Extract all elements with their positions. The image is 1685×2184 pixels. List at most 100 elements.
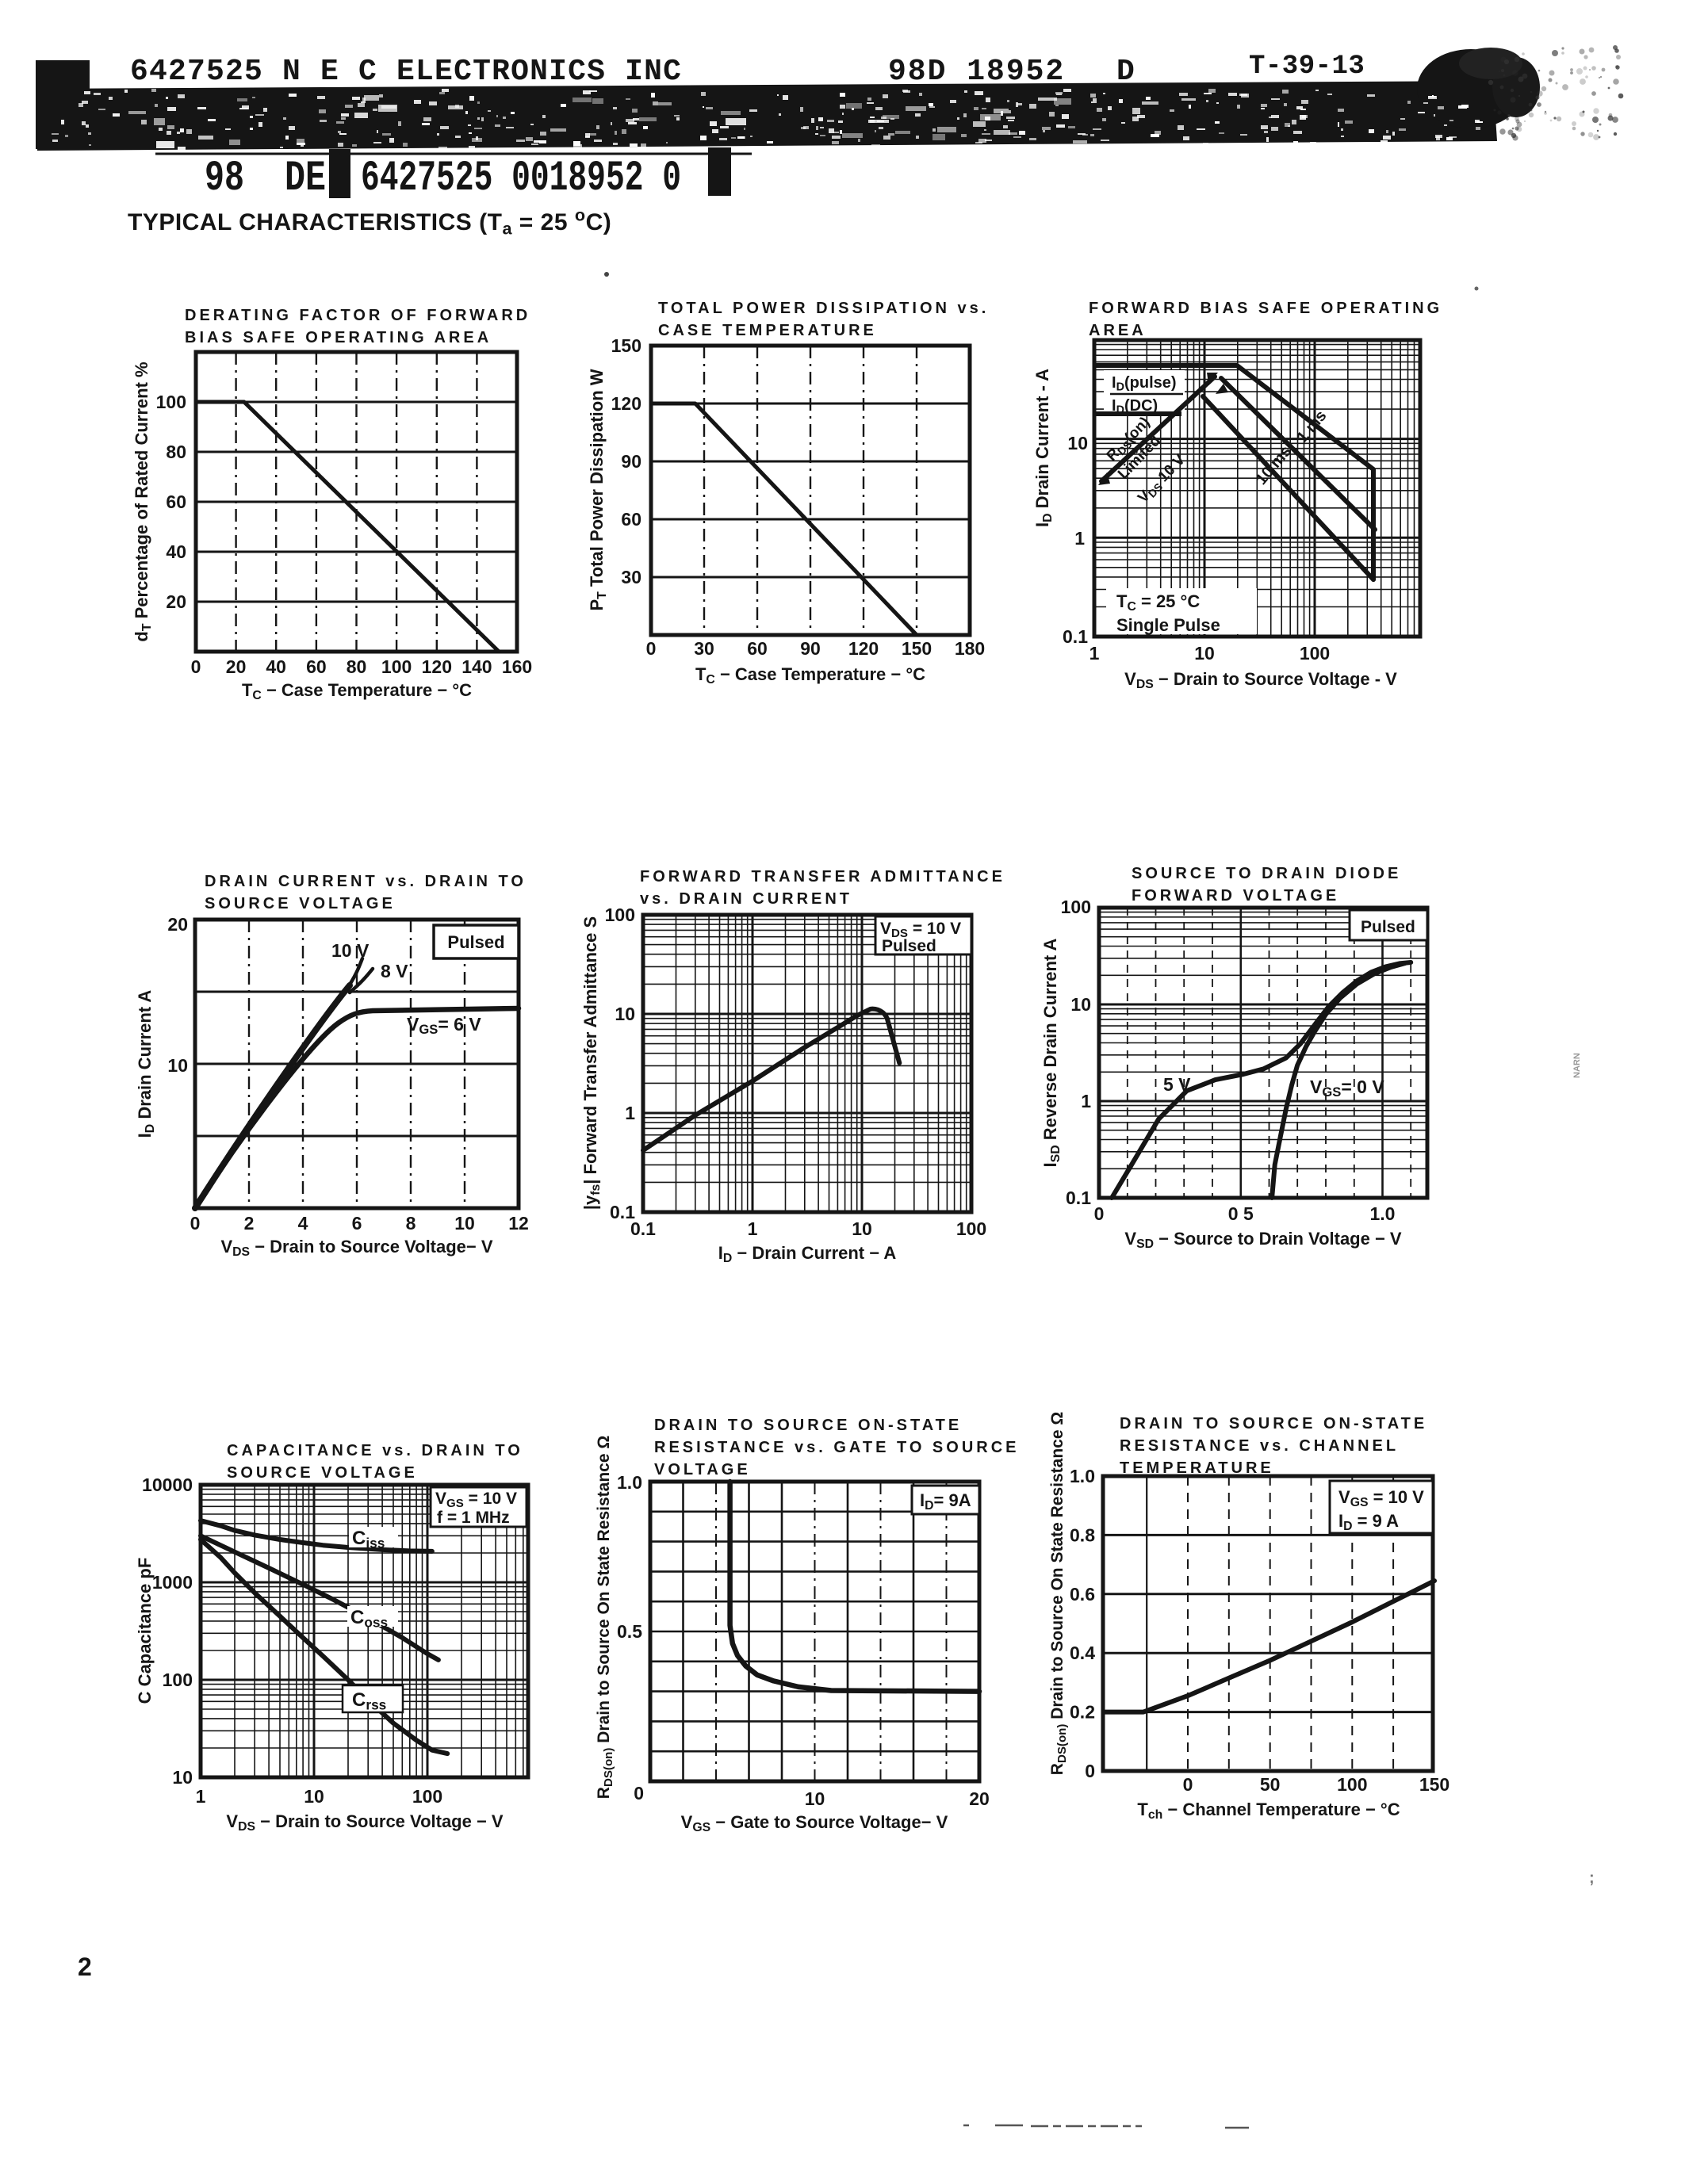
svg-text:RESISTANCE vs. GATE TO SOURCE: RESISTANCE vs. GATE TO SOURCE (654, 1439, 1020, 1456)
svg-text:100: 100 (381, 656, 412, 677)
svg-text:VGS = 10 V: VGS = 10 V (1338, 1487, 1424, 1509)
svg-text:10000: 10000 (142, 1474, 193, 1495)
svg-text:1: 1 (196, 1786, 206, 1807)
svg-text:10 V: 10 V (331, 940, 370, 961)
svg-text:DRAIN TO SOURCE ON-STATE: DRAIN TO SOURCE ON-STATE (1120, 1415, 1427, 1432)
svg-text:RESISTANCE vs. CHANNEL: RESISTANCE vs. CHANNEL (1120, 1437, 1399, 1455)
svg-text:SOURCE VOLTAGE: SOURCE VOLTAGE (205, 895, 396, 912)
svg-text:DE: DE (285, 155, 326, 203)
svg-text:1: 1 (1081, 1091, 1091, 1111)
svg-text:10: 10 (615, 1004, 635, 1024)
svg-text:VGS − Gate to Source Voltage−: VGS − Gate to Source Voltage− V (681, 1812, 948, 1834)
svg-text:TEMPERATURE: TEMPERATURE (1120, 1459, 1274, 1477)
svg-text:Tch − Channel Temperature − °C: Tch − Channel Temperature − °C (1137, 1800, 1400, 1822)
svg-text:FORWARD TRANSFER ADMITTANCE: FORWARD TRANSFER ADMITTANCE (640, 868, 1005, 885)
svg-text:6: 6 (352, 1213, 362, 1234)
svg-text:C Capacitance pF: C Capacitance pF (135, 1558, 155, 1704)
svg-text:10: 10 (454, 1213, 475, 1234)
svg-text:100: 100 (412, 1786, 442, 1807)
svg-text:100: 100 (956, 1218, 986, 1239)
svg-text:6427525 N E C ELECTRONICS INC: 6427525 N E C ELECTRONICS INC (130, 55, 682, 89)
svg-text:Pulsed: Pulsed (1361, 918, 1415, 936)
svg-text:0: 0 (634, 1783, 644, 1803)
svg-text:0: 0 (191, 656, 201, 677)
svg-text:Pulsed: Pulsed (882, 937, 936, 955)
svg-text:90: 90 (800, 638, 821, 659)
svg-text:SOURCE VOLTAGE: SOURCE VOLTAGE (227, 1464, 418, 1482)
svg-text:10: 10 (1067, 433, 1088, 453)
svg-text:VSD − Source to Drain Voltage: VSD − Source to Drain Voltage − V (1124, 1229, 1402, 1251)
svg-text:0: 0 (1085, 1761, 1095, 1781)
svg-text:VGS= 0 V: VGS= 0 V (1310, 1077, 1384, 1100)
svg-text:1.0: 1.0 (1070, 1466, 1095, 1486)
svg-text:AREA: AREA (1089, 322, 1147, 339)
svg-text:VDS = 10 V: VDS = 10 V (880, 920, 961, 940)
svg-text:VGS= 6 V: VGS= 6 V (407, 1014, 481, 1037)
svg-text:50: 50 (1260, 1774, 1281, 1795)
svg-text:5 V: 5 V (1163, 1074, 1191, 1095)
svg-text:40: 40 (166, 541, 186, 562)
svg-text:0: 0 (646, 638, 657, 659)
svg-text:VDS − Drain to Source Voltage−: VDS − Drain to Source Voltage− V (220, 1237, 492, 1259)
svg-text:TOTAL POWER DISSIPATION vs.: TOTAL POWER DISSIPATION vs. (658, 300, 989, 317)
svg-text:120: 120 (422, 656, 452, 677)
svg-text:100: 100 (163, 1670, 193, 1690)
svg-text:100: 100 (156, 392, 186, 412)
svg-text:100: 100 (1337, 1774, 1367, 1795)
svg-text:ISD Reverse Drain Current: ISD Reverse Drain Current A (1040, 938, 1063, 1167)
svg-text:BIAS SAFE OPERATING AREA: BIAS SAFE OPERATING AREA (185, 329, 492, 346)
svg-text:Crss: Crss (352, 1689, 386, 1712)
svg-text:TC − Case Temperature − °C: TC − Case Temperature − °C (695, 664, 925, 687)
svg-text:8: 8 (406, 1213, 416, 1234)
svg-text:VOLTAGE: VOLTAGE (654, 1461, 751, 1478)
svg-text:30: 30 (621, 567, 641, 587)
svg-text:DERATING FACTOR OF FORWARD: DERATING FACTOR OF FORWARD (185, 307, 530, 324)
svg-text:150: 150 (1419, 1774, 1449, 1795)
svg-text:10: 10 (1070, 994, 1091, 1015)
svg-text:0: 0 (190, 1213, 201, 1234)
svg-text:140: 140 (461, 656, 492, 677)
svg-text:D: D (1116, 55, 1135, 89)
svg-text:80: 80 (166, 442, 186, 462)
svg-text:TYPICAL CHARACTERISTICS (Ta =: TYPICAL CHARACTERISTICS (Ta = 25 oC) (128, 205, 611, 239)
svg-text:NARN: NARN (1572, 1053, 1582, 1078)
svg-text:20: 20 (226, 656, 247, 677)
svg-text:0.1: 0.1 (1066, 1188, 1091, 1208)
svg-text:100: 100 (605, 905, 635, 925)
svg-text:10: 10 (805, 1788, 825, 1809)
svg-text:CASE TEMPERATURE: CASE TEMPERATURE (658, 322, 877, 339)
svg-text:1.0: 1.0 (617, 1472, 642, 1493)
svg-text:150: 150 (902, 638, 932, 659)
svg-text:ID − Drain Current − A: ID − Drain Current − A (718, 1243, 897, 1265)
svg-text:DRAIN CURRENT vs. DRAIN TO: DRAIN CURRENT vs. DRAIN TO (205, 873, 527, 890)
svg-text:1.0: 1.0 (1370, 1203, 1396, 1224)
svg-text:SOURCE TO DRAIN DIODE: SOURCE TO DRAIN DIODE (1132, 865, 1401, 882)
svg-text:0 5: 0 5 (1228, 1203, 1254, 1224)
svg-text:1000: 1000 (152, 1572, 193, 1593)
svg-text:150: 150 (611, 335, 641, 356)
svg-text:CAPACITANCE vs. DRAIN TO: CAPACITANCE vs. DRAIN TO (227, 1442, 523, 1459)
svg-text:4: 4 (298, 1213, 308, 1234)
svg-text:0.4: 0.4 (1070, 1643, 1095, 1663)
svg-text:90: 90 (621, 451, 641, 472)
svg-text:0: 0 (1183, 1774, 1193, 1795)
svg-text:10: 10 (167, 1055, 188, 1076)
svg-text:100: 100 (1300, 643, 1330, 664)
svg-text:Ciss: Ciss (352, 1528, 385, 1551)
svg-text:VDS − Drain to Source Voltage: VDS − Drain to Source Voltage − V (226, 1811, 504, 1834)
svg-text:ID= 9A: ID= 9A (920, 1490, 971, 1513)
svg-text:RDS(on) Drain to Source On S: RDS(on) Drain to Source On State Resista… (1048, 1412, 1069, 1775)
svg-text:1: 1 (748, 1218, 758, 1239)
svg-text:20: 20 (969, 1788, 990, 1809)
svg-text:FORWARD VOLTAGE: FORWARD VOLTAGE (1132, 887, 1339, 905)
svg-text:8 V: 8 V (381, 961, 408, 981)
svg-text:60: 60 (747, 638, 768, 659)
svg-text:10: 10 (172, 1767, 193, 1788)
svg-text:30: 30 (694, 638, 714, 659)
svg-text:Coss: Coss (350, 1607, 388, 1630)
svg-text:1: 1 (625, 1103, 635, 1123)
svg-text:100: 100 (1061, 897, 1091, 917)
svg-text:ID Drain Current - A: ID Drain Current - A (1032, 369, 1055, 527)
svg-text:2: 2 (78, 1953, 92, 1981)
svg-text:0: 0 (1094, 1203, 1105, 1224)
